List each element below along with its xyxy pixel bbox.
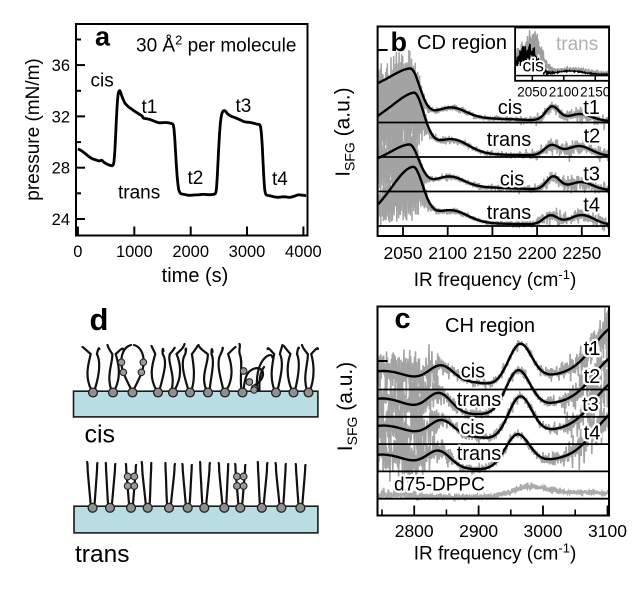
svg-text:t3: t3	[582, 394, 599, 416]
svg-text:2150: 2150	[473, 243, 512, 263]
svg-text:t2: t2	[584, 126, 601, 148]
svg-text:t4: t4	[583, 195, 600, 217]
svg-text:t1: t1	[142, 97, 158, 118]
svg-text:CH region: CH region	[445, 315, 535, 337]
svg-text:a: a	[95, 22, 111, 52]
svg-text:3000: 3000	[229, 243, 266, 261]
svg-text:trans: trans	[457, 443, 501, 465]
svg-text:0: 0	[73, 243, 82, 261]
svg-text:2100: 2100	[428, 243, 467, 263]
svg-text:t2: t2	[188, 168, 204, 189]
svg-text:32: 32	[52, 108, 70, 126]
svg-text:trans: trans	[457, 389, 501, 411]
svg-text:cis: cis	[500, 169, 524, 191]
svg-text:trans: trans	[75, 541, 129, 568]
svg-text:trans: trans	[487, 202, 531, 224]
svg-text:cis: cis	[461, 361, 485, 383]
svg-text:time (s): time (s)	[162, 265, 229, 287]
svg-text:2050: 2050	[384, 243, 423, 263]
svg-text:1000: 1000	[116, 243, 153, 261]
svg-text:t4: t4	[272, 169, 288, 190]
svg-text:t1: t1	[584, 338, 601, 360]
svg-text:28: 28	[52, 160, 70, 178]
svg-text:t1: t1	[583, 97, 600, 119]
svg-text:trans: trans	[487, 129, 531, 151]
svg-text:cis: cis	[91, 71, 114, 92]
svg-text:2250: 2250	[562, 243, 601, 263]
svg-text:2800: 2800	[395, 521, 434, 541]
svg-text:30 Å2 per molecule: 30 Å2 per molecule	[136, 33, 296, 57]
svg-text:cis: cis	[523, 56, 545, 76]
svg-text:2900: 2900	[459, 521, 498, 541]
svg-text:b: b	[391, 27, 408, 57]
svg-text:d: d	[90, 302, 109, 337]
svg-text:36: 36	[52, 57, 70, 75]
svg-text:2100: 2100	[549, 85, 579, 100]
svg-text:3100: 3100	[588, 521, 627, 541]
svg-text:t2: t2	[584, 366, 601, 388]
svg-text:24: 24	[52, 211, 70, 229]
svg-text:d75-DPPC: d75-DPPC	[394, 475, 485, 496]
svg-text:2200: 2200	[518, 243, 557, 263]
svg-text:c: c	[395, 303, 411, 335]
svg-text:CD region: CD region	[417, 32, 507, 54]
svg-text:t4: t4	[584, 423, 601, 445]
svg-text:cis: cis	[85, 421, 116, 449]
svg-text:4000: 4000	[285, 243, 322, 261]
svg-text:t3: t3	[583, 164, 600, 186]
svg-text:trans: trans	[556, 34, 598, 55]
svg-text:cis: cis	[460, 417, 484, 439]
svg-text:IR frequency (cm-1): IR frequency (cm-1)	[414, 541, 577, 565]
svg-text:2050: 2050	[517, 85, 547, 100]
svg-text:2150: 2150	[580, 85, 610, 100]
svg-text:trans: trans	[118, 183, 160, 204]
svg-text:t3: t3	[236, 96, 252, 117]
svg-text:pressure (mN/m): pressure (mN/m)	[23, 58, 44, 201]
svg-text:IR frequency (cm-1): IR frequency (cm-1)	[414, 267, 577, 291]
svg-text:2000: 2000	[172, 243, 209, 261]
svg-text:3000: 3000	[524, 521, 563, 541]
svg-text:cis: cis	[498, 97, 522, 119]
